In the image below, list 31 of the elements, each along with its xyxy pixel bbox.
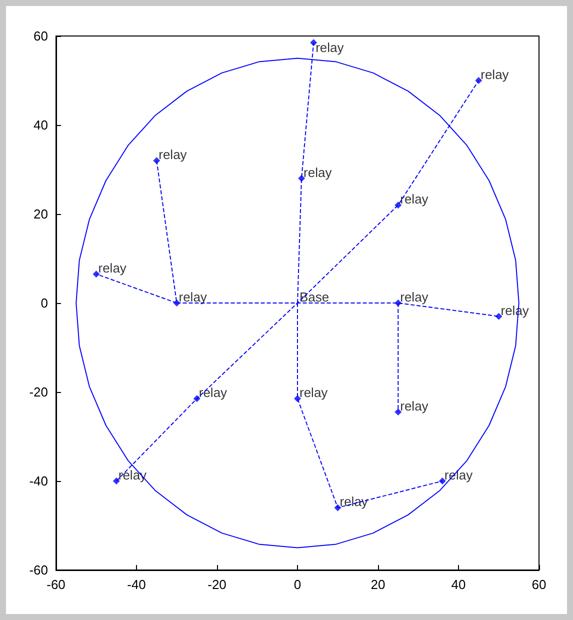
point — [475, 77, 482, 84]
x-tick-label: 60 — [532, 577, 546, 592]
annotation: relay — [300, 385, 328, 400]
point — [438, 478, 446, 484]
annotation: relay — [178, 290, 208, 304]
y-tick-label: 20 — [34, 206, 48, 222]
y-tick-label: 40 — [34, 118, 48, 132]
y-tick-label: 60 — [34, 28, 48, 44]
x-tick-label: -20 — [208, 577, 226, 592]
point — [394, 408, 402, 416]
x-tick-label: 40 — [451, 577, 466, 592]
x-tick-label: -60 — [46, 577, 66, 592]
annotation: relay — [158, 147, 188, 162]
y-tick-label: -20 — [29, 384, 48, 400]
annotation: relay — [400, 192, 429, 207]
annotation: relay — [98, 260, 127, 276]
annotation: relay — [304, 164, 332, 180]
point — [92, 270, 100, 278]
y-tick-label: -40 — [29, 474, 48, 488]
x-tick-label: -40 — [127, 577, 146, 592]
annotation: relay — [198, 385, 228, 400]
annotation: relay — [400, 290, 429, 304]
x-tick-label: 20 — [370, 577, 386, 592]
y-tick-label: 0 — [40, 296, 48, 310]
annotation: Base — [300, 290, 330, 304]
x-tick-label: 0 — [294, 577, 302, 592]
y-tick-label: -60 — [29, 562, 48, 578]
annotation: relay — [480, 67, 510, 82]
point — [495, 312, 502, 320]
annotation: relay — [400, 398, 429, 414]
annotation: relay — [316, 40, 344, 56]
